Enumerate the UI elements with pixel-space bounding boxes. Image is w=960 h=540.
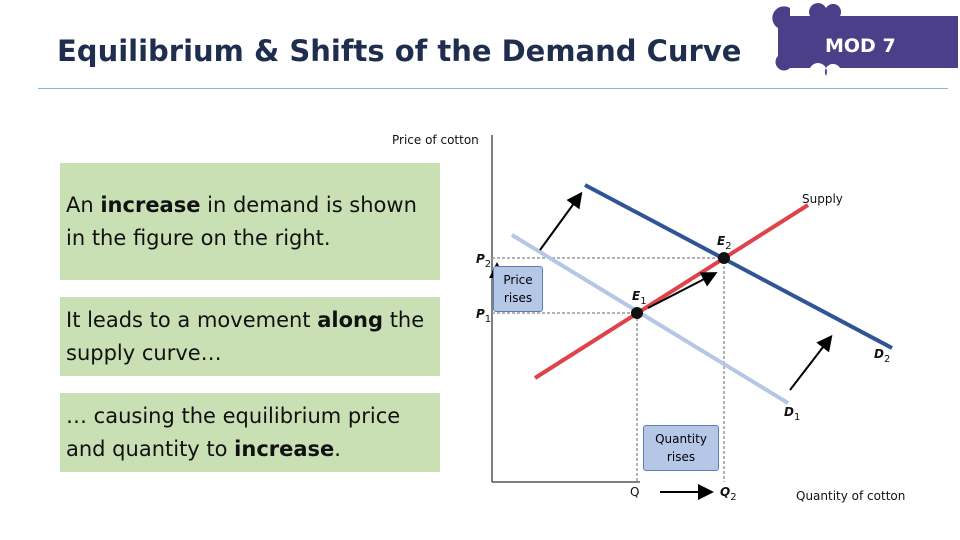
label-sub: 2 [485, 259, 491, 270]
text-part: … causing the equilibrium price and quan… [66, 403, 401, 461]
text-part: An [66, 192, 101, 217]
box-text: An increase in demand is shown in the fi… [66, 189, 436, 255]
text-part: in demand is shown in the figure on the … [66, 192, 417, 250]
badge: MOD 7 [825, 35, 896, 57]
text-part: along [317, 307, 384, 332]
label-sub: 2 [884, 354, 890, 365]
label-main: Q [720, 485, 730, 499]
text-part: . [334, 436, 341, 461]
label-sub: 2 [730, 492, 736, 503]
d1-label: D1 [784, 405, 800, 423]
e2-point [718, 252, 730, 264]
quantity-note: Quantity rises [643, 425, 719, 471]
text-box: … causing the equilibrium price and quan… [60, 393, 440, 472]
q-label: Q [630, 485, 639, 499]
box-text: … causing the equilibrium price and quan… [66, 400, 436, 466]
y-axis-label: Price of cotton [392, 133, 479, 147]
x-axis-label: Quantity of cotton [796, 489, 905, 503]
label-sub: 2 [725, 241, 731, 252]
label-main: P [476, 252, 485, 266]
label-sub: 1 [794, 412, 800, 423]
label-sub: 1 [485, 314, 491, 325]
label-sub: 1 [640, 296, 646, 307]
price-note: Price rises [493, 266, 543, 312]
text-part: increase [100, 192, 201, 217]
title: Equilibrium & Shifts of the Demand Curve [57, 34, 742, 68]
badge-shape [772, 3, 958, 77]
text-part: It leads to a movement [66, 307, 318, 332]
box-text: It leads to a movement along the supply … [66, 304, 436, 370]
label-main: D [784, 405, 794, 419]
arrows [489, 191, 833, 500]
q2-label: Q2 [720, 485, 737, 503]
label-main: D [874, 347, 884, 361]
e1-label: E1 [632, 289, 647, 307]
e1-point [631, 307, 643, 319]
text-box: An increase in demand is shown in the fi… [60, 163, 440, 280]
p1-label: P1 [476, 307, 491, 325]
rule [38, 88, 948, 89]
demand-2 [584, 183, 893, 350]
label-main: P [476, 307, 485, 321]
text-part: the supply curve… [66, 307, 425, 365]
demand-1 [510, 233, 790, 405]
d2-label: D2 [874, 347, 890, 365]
supply-label: Supply [802, 192, 843, 206]
supply [533, 203, 810, 380]
e2-label: E2 [717, 234, 732, 252]
label-main: E [717, 234, 726, 248]
text-box: It leads to a movement along the supply … [60, 297, 440, 376]
text-part: increase [234, 436, 335, 461]
label-main: E [632, 289, 641, 303]
p2-label: P2 [476, 252, 491, 270]
